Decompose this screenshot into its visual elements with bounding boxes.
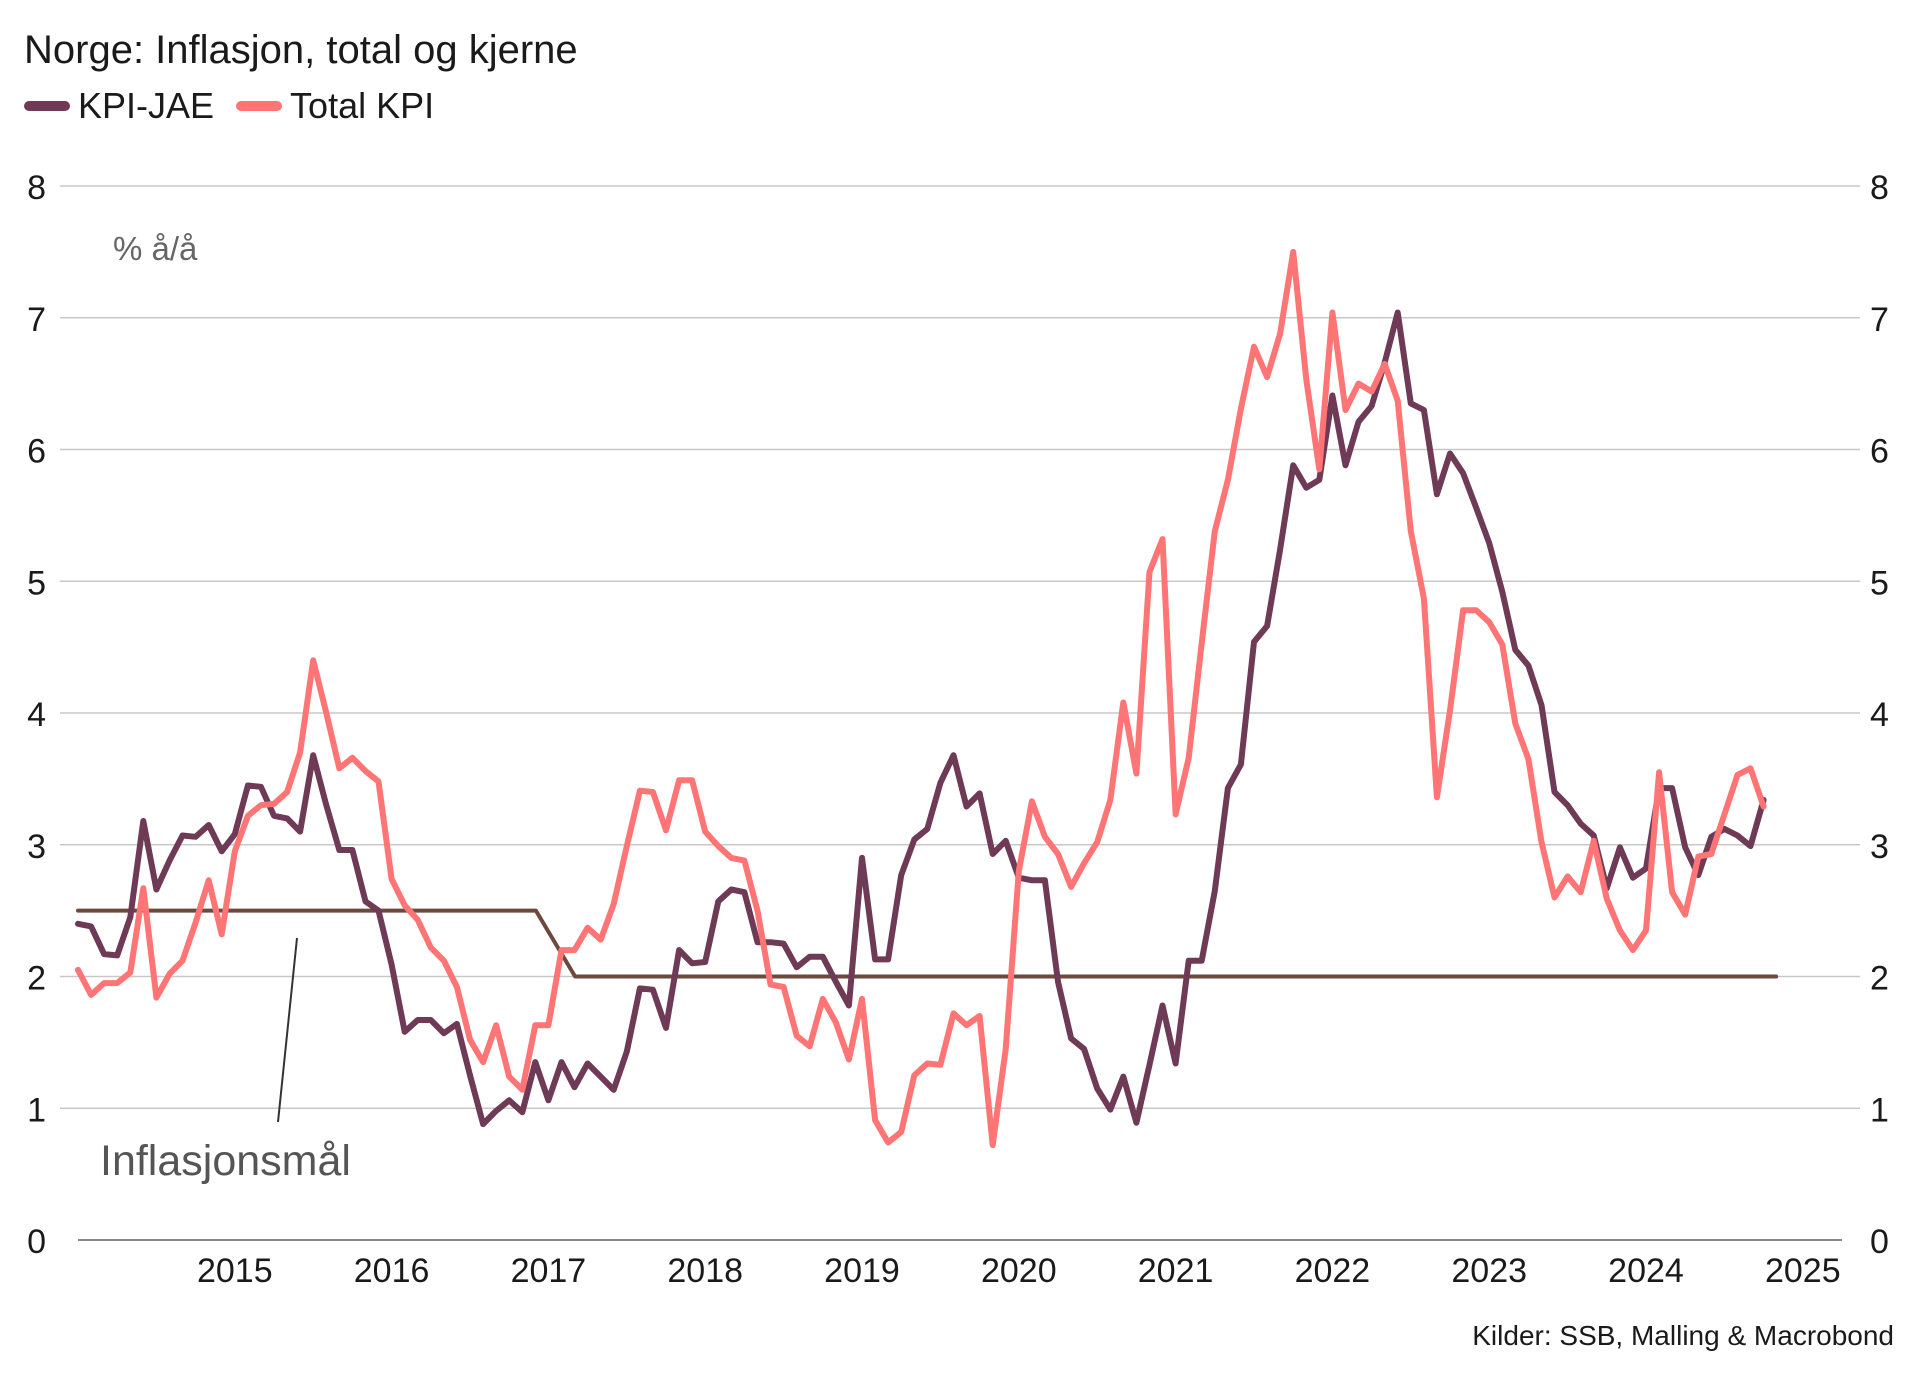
y-tick-left: 8 <box>27 169 46 207</box>
y-tick-left: 5 <box>27 564 46 602</box>
legend-item-kpi-jae: KPI-JAE <box>24 85 214 127</box>
y-tick-left: 2 <box>27 960 46 998</box>
y-tick-right: 4 <box>1870 696 1889 734</box>
legend: KPI-JAE Total KPI <box>24 82 456 130</box>
x-tick-label: 2025 <box>1765 1252 1841 1290</box>
x-tick-label: 2023 <box>1451 1252 1527 1290</box>
chart-title: Norge: Inflasjon, total og kjerne <box>24 28 578 72</box>
y-tick-right: 7 <box>1870 301 1889 339</box>
y-tick-right: 2 <box>1870 960 1889 998</box>
series-line-kpi-jae <box>75 309 1767 1128</box>
y-tick-left: 6 <box>27 433 46 471</box>
x-tick-label: 2020 <box>981 1252 1057 1290</box>
legend-label-kpi-jae: KPI-JAE <box>78 85 215 126</box>
x-tick-label: 2019 <box>824 1252 900 1290</box>
y-tick-left: 0 <box>27 1223 46 1261</box>
legend-label-total-kpi: Total KPI <box>290 85 435 126</box>
x-tick-label: 2016 <box>354 1252 430 1290</box>
source-note: Kilder: SSB, Malling & Macrobond <box>1472 1320 1894 1351</box>
y-tick-right: 8 <box>1870 169 1889 207</box>
y-tick-right: 5 <box>1870 564 1889 602</box>
y-tick-right: 0 <box>1870 1223 1889 1261</box>
tick-layer: 0 0 1 1 2 2 3 3 4 4 5 5 6 6 7 7 8 8 2015 2016 2017 2018 2019 20… <box>27 169 1889 1290</box>
series-layer <box>75 248 1779 1149</box>
y-tick-right: 1 <box>1870 1091 1889 1129</box>
grid-layer <box>60 185 1860 1109</box>
annotation-label-inflation-target: Inflasjonsmål <box>100 1137 351 1185</box>
y-tick-left: 1 <box>27 1091 46 1129</box>
y-tick-left: 3 <box>27 828 46 866</box>
series-line-inflasjonsm-l <box>76 908 1779 979</box>
x-tick-label: 2018 <box>667 1252 743 1290</box>
legend-swatch-total-kpi <box>236 101 283 111</box>
legend-item-total-kpi: Total KPI <box>236 85 434 127</box>
x-tick-label: 2022 <box>1295 1252 1371 1290</box>
y-tick-left: 4 <box>27 696 46 734</box>
series-line-total-kpi <box>75 248 1767 1149</box>
x-tick-label: 2017 <box>511 1252 587 1290</box>
x-tick-label: 2015 <box>197 1252 273 1290</box>
annotation-pointer <box>277 937 298 1123</box>
unit-label: % å/å <box>113 230 198 267</box>
legend-swatch-kpi-jae <box>24 101 70 111</box>
x-tick-label: 2021 <box>1138 1252 1214 1290</box>
x-tick-label: 2024 <box>1608 1252 1684 1290</box>
y-tick-left: 7 <box>27 301 46 339</box>
y-tick-right: 3 <box>1870 828 1889 866</box>
y-tick-right: 6 <box>1870 433 1889 471</box>
